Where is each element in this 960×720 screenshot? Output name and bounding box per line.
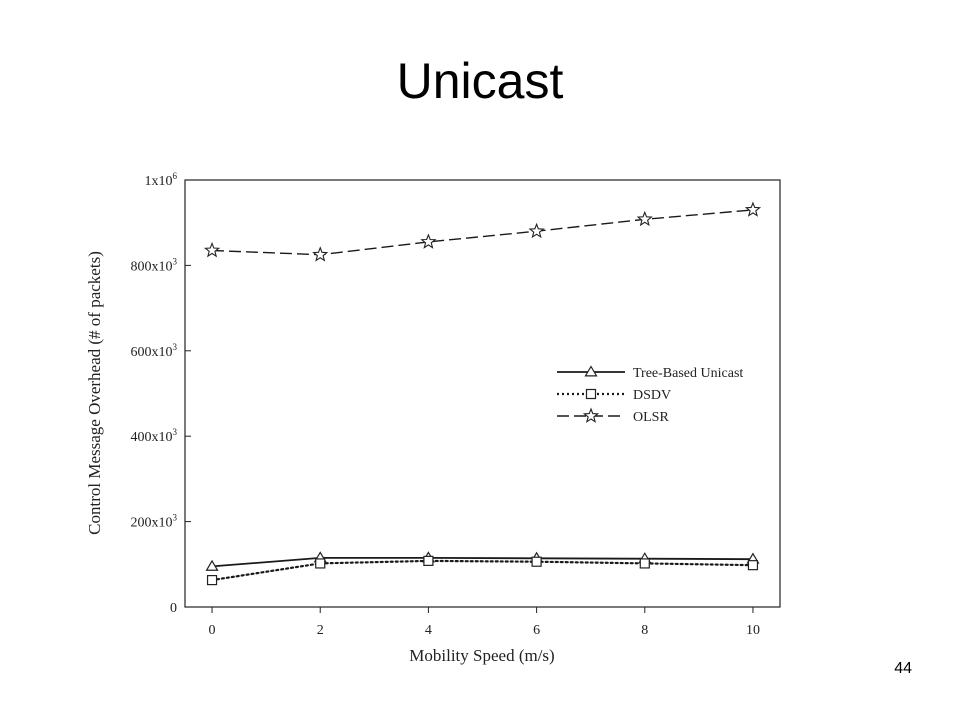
legend: Tree-Based Unicast DSDV OLSR (557, 365, 743, 425)
slide-title: Unicast (396, 53, 564, 109)
data-point-1-2 (423, 555, 434, 566)
series-lines (210, 209, 755, 582)
y-tick-label: 600x103 (131, 342, 178, 360)
series-line-2 (211, 209, 754, 256)
data-point-1-0 (206, 574, 218, 586)
data-point-2-5 (744, 201, 762, 217)
y-axis-label: Control Message Overhead (# of packets) (85, 251, 104, 535)
legend-label-0: Tree-Based Unicast (633, 366, 743, 381)
y-tick-label: 0 (170, 601, 177, 616)
y-tick-base: 200x10 (131, 516, 173, 531)
data-point-1-3 (531, 556, 542, 567)
y-tick-label: 800x103 (131, 256, 178, 274)
legend-marker-1 (585, 388, 597, 400)
legend-marker-2 (582, 407, 600, 423)
y-tick-base: 0 (170, 601, 177, 616)
x-tick-label: 2 (317, 623, 324, 638)
y-tick-base: 600x10 (131, 345, 173, 360)
x-axis-label: Mobility Speed (m/s) (409, 646, 554, 665)
y-tick-exponent: 3 (173, 513, 178, 523)
y-tick-base: 1x10 (145, 174, 173, 189)
y-tick-label: 200x103 (131, 513, 178, 531)
series-line-1 (210, 559, 755, 582)
data-point-1-4 (639, 558, 650, 569)
series-line-0 (211, 557, 754, 568)
data-point-2-1 (312, 246, 329, 262)
x-tick-label: 6 (533, 623, 540, 638)
y-tick-base: 400x10 (131, 430, 173, 445)
data-point-2-4 (636, 210, 653, 227)
y-tick-exponent: 3 (173, 342, 178, 352)
y-tick-exponent: 3 (173, 256, 178, 266)
y-tick-base: 800x10 (131, 259, 173, 274)
data-point-0-0 (205, 559, 219, 571)
legend-label-2: OLSR (633, 410, 669, 425)
y-tick-label: 1x106 (145, 171, 178, 189)
x-tick-label: 4 (425, 623, 432, 638)
data-point-2-0 (203, 241, 221, 258)
y-tick-exponent: 3 (173, 427, 178, 437)
data-point-1-1 (315, 558, 326, 569)
x-tick-label: 10 (746, 623, 760, 638)
legend-marker-0 (584, 365, 598, 377)
series-markers (203, 201, 762, 586)
data-point-1-5 (747, 560, 759, 571)
x-tick-label: 0 (209, 623, 216, 638)
y-tick-exponent: 6 (173, 171, 178, 181)
y-tick-label: 400x103 (131, 427, 178, 445)
data-point-2-3 (528, 222, 545, 239)
data-point-2-2 (420, 233, 437, 249)
x-tick-label: 8 (641, 623, 648, 638)
plot-area-frame (184, 179, 781, 608)
page-number: 44 (894, 660, 912, 677)
x-axis: 0 2 4 6 8 10 (209, 607, 760, 638)
legend-label-1: DSDV (633, 388, 671, 403)
